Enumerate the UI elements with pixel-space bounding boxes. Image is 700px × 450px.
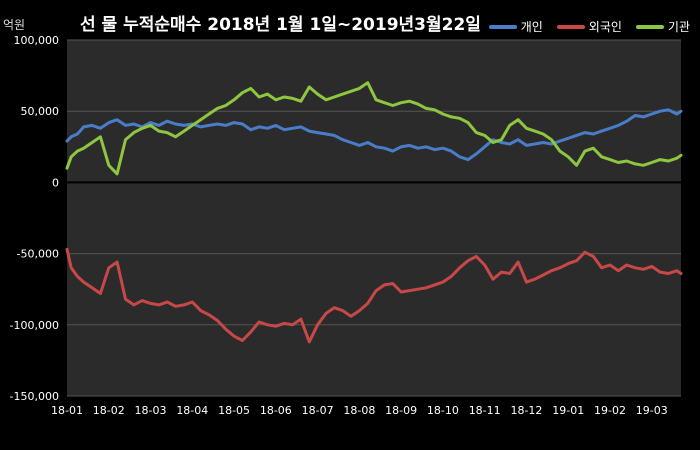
y-tick-label: 100,000: [14, 34, 60, 47]
series-lines: [65, 81, 683, 344]
x-tick-label: 19-03: [636, 404, 668, 417]
y-tick-labels: 100,000 50,000 0 -50,000 -100,000 -150,000: [10, 34, 59, 403]
legend-item-foreign: 외국인: [556, 18, 622, 35]
y-axis-label: 억원: [3, 18, 26, 32]
legend-label-institution: 기관: [667, 20, 690, 34]
legend-swatch-individual: [488, 24, 517, 29]
y-tick-label: 0: [52, 176, 59, 189]
y-tick-label: 50,000: [21, 105, 60, 118]
legend-swatch-institution: [635, 24, 664, 29]
grid-lines: [67, 39, 681, 397]
series-line-institution: [65, 81, 683, 176]
legend-item-institution: 기관: [635, 18, 690, 35]
y-tick-label: -50,000: [17, 248, 59, 261]
legend-label-foreign: 외국인: [588, 20, 622, 34]
x-tick-label: 19-01: [552, 404, 584, 417]
x-tick-label: 18-12: [510, 404, 542, 417]
legend-swatch-foreign: [556, 24, 585, 29]
plot-area: [67, 40, 681, 396]
chart-title: 선 물 누적순매수 2018년 1월 1일~2019년3월22일: [80, 15, 481, 35]
series-line-individual: [65, 108, 683, 162]
legend-label-individual: 개인: [520, 20, 543, 34]
x-tick-label: 18-11: [469, 404, 501, 417]
x-tick-label: 18-04: [176, 404, 208, 417]
x-tick-label: 18-09: [385, 404, 417, 417]
series-line-foreign: [65, 247, 683, 344]
x-tick-label: 18-03: [135, 404, 167, 417]
x-tick-label: 18-06: [260, 404, 292, 417]
x-tick-label: 18-07: [302, 404, 334, 417]
x-tick-label: 18-10: [427, 404, 459, 417]
y-tick-label: -150,000: [10, 390, 59, 403]
x-tick-label: 18-05: [218, 404, 250, 417]
legend: 개인 외국인 기관: [488, 18, 690, 35]
x-tick-label: 18-02: [93, 404, 125, 417]
x-tick-label: 18-01: [51, 404, 83, 417]
y-tick-label: -100,000: [10, 319, 59, 332]
legend-item-individual: 개인: [488, 18, 543, 35]
x-tick-labels: 18-01 18-02 18-03 18-04 18-05 18-06 18-07 18-08…: [51, 404, 668, 417]
x-tick-label: 18-08: [343, 404, 375, 417]
x-tick-label: 19-02: [594, 404, 626, 417]
